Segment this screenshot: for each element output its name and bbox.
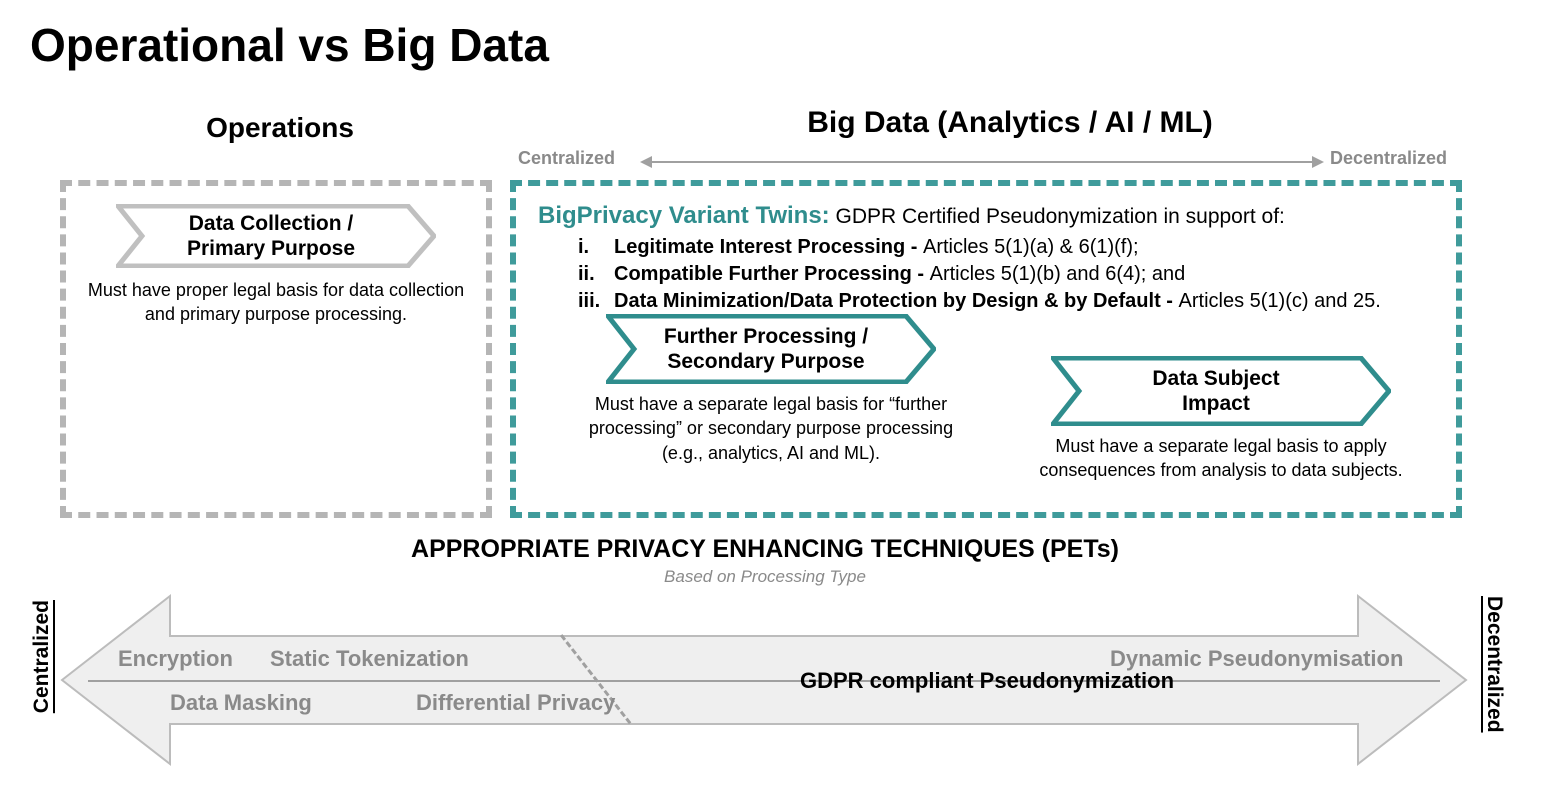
further-processing-block: Further Processing / Secondary Purpose M… <box>581 314 961 465</box>
pet-encryption: Encryption <box>118 646 233 672</box>
list-item: iii.Data Minimization/Data Protection by… <box>578 288 1434 315</box>
data-subject-impact-label: Data Subject Impact <box>1069 356 1363 426</box>
data-subject-impact-chevron: Data Subject Impact <box>1051 356 1391 426</box>
pets-subtitle: Based on Processing Type <box>330 567 1200 587</box>
spectrum-arrow-left-icon <box>640 156 652 168</box>
data-subject-impact-block: Data Subject Impact Must have a separate… <box>1016 356 1426 483</box>
list-item-rest: Articles 5(1)(b) and 6(4); and <box>930 263 1186 285</box>
list-item-bold: Legitimate Interest Processing - <box>614 236 923 258</box>
page-title: Operational vs Big Data <box>30 18 549 72</box>
pet-dynamic-pseudonymisation: Dynamic Pseudonymisation <box>1110 646 1403 672</box>
further-processing-chevron: Further Processing / Secondary Purpose <box>606 314 936 384</box>
data-subject-impact-description: Must have a separate legal basis to appl… <box>1016 434 1426 483</box>
pet-static-tokenization: Static Tokenization <box>270 646 469 672</box>
further-processing-label: Further Processing / Secondary Purpose <box>624 314 908 384</box>
list-item-rest: Articles 5(1)(a) & 6(1)(f); <box>923 236 1139 258</box>
list-item-bold: Data Minimization/Data Protection by Des… <box>614 290 1179 312</box>
bigprivacy-tail: GDPR Certified Pseudonymization in suppo… <box>830 205 1285 228</box>
data-collection-label: Data Collection / Primary Purpose <box>134 204 408 268</box>
axis-centralized: Centralized <box>30 600 54 713</box>
bigdata-panel: BigPrivacy Variant Twins: GDPR Certified… <box>510 180 1462 518</box>
roman-numeral: iii. <box>578 288 614 315</box>
bigprivacy-header: BigPrivacy Variant Twins: GDPR Certified… <box>538 200 1434 315</box>
gdpr-articles-list: i.Legitimate Interest Processing - Artic… <box>538 234 1434 315</box>
list-item: ii.Compatible Further Processing - Artic… <box>578 261 1434 288</box>
operations-description: Must have proper legal basis for data co… <box>84 278 468 327</box>
bigdata-heading: Big Data (Analytics / AI / ML) <box>740 106 1280 140</box>
spectrum-arrow-right-icon <box>1312 156 1324 168</box>
further-processing-description: Must have a separate legal basis for “fu… <box>581 392 961 465</box>
list-item: i.Legitimate Interest Processing - Artic… <box>578 234 1434 261</box>
operations-heading: Operations <box>80 112 480 144</box>
list-item-bold: Compatible Further Processing - <box>614 263 930 285</box>
pets-midline <box>88 680 1440 682</box>
spectrum-line <box>652 161 1312 163</box>
pet-data-masking: Data Masking <box>170 690 312 716</box>
pets-double-arrow: Encryption Static Tokenization Data Mask… <box>60 592 1468 768</box>
pet-differential-privacy: Differential Privacy <box>416 690 615 716</box>
spectrum-left-label: Centralized <box>518 148 615 169</box>
roman-numeral: ii. <box>578 261 614 288</box>
axis-decentralized: Decentralized <box>1482 596 1506 733</box>
bigprivacy-lead: BigPrivacy Variant Twins: <box>538 202 830 229</box>
roman-numeral: i. <box>578 234 614 261</box>
spectrum-right-label: Decentralized <box>1330 148 1447 169</box>
pets-title: APPROPRIATE PRIVACY ENHANCING TECHNIQUES… <box>330 535 1200 564</box>
operations-panel: Data Collection / Primary Purpose Must h… <box>60 180 492 518</box>
list-item-rest: Articles 5(1)(c) and 25. <box>1179 290 1381 312</box>
data-collection-chevron: Data Collection / Primary Purpose <box>116 204 436 268</box>
